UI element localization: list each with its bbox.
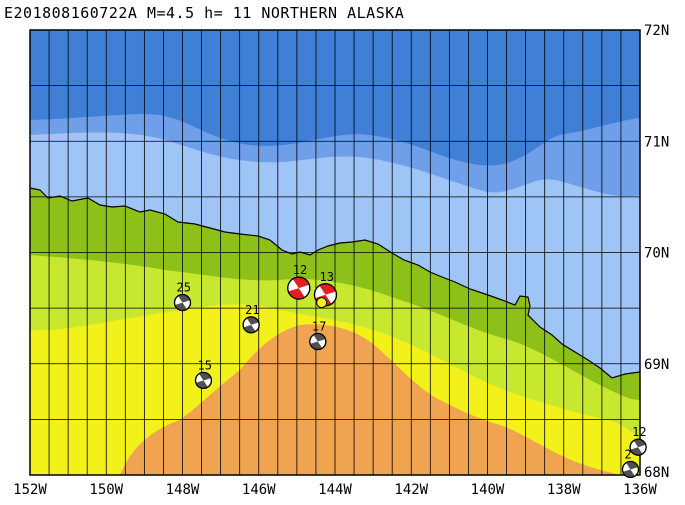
- lon-tick-label: 148W: [166, 482, 200, 498]
- event-label: 2: [624, 447, 631, 461]
- event-label: 13: [319, 270, 333, 284]
- event-label: 12: [293, 263, 307, 277]
- focal-mechanism-marker[interactable]: [630, 439, 646, 455]
- event-label: 12: [632, 425, 646, 439]
- lat-tick-label: 70N: [644, 246, 669, 262]
- lat-tick-label: 71N: [644, 134, 669, 150]
- lon-tick-label: 140W: [471, 482, 505, 498]
- event-label: 15: [197, 358, 211, 372]
- event-label: 21: [245, 303, 259, 317]
- lon-tick-label: 142W: [394, 482, 428, 498]
- map-area: [30, 30, 640, 475]
- lon-tick-label: 150W: [89, 482, 123, 498]
- lat-tick-label: 69N: [644, 357, 669, 373]
- lon-tick-label: 144W: [318, 482, 352, 498]
- lat-tick-label: 72N: [644, 23, 669, 39]
- lon-tick-label: 152W: [13, 482, 47, 498]
- focal-mechanism-marker[interactable]: [622, 461, 638, 477]
- focal-mechanism-marker[interactable]: [175, 295, 191, 311]
- lat-tick-label: 68N: [644, 465, 669, 481]
- event-label: 25: [177, 281, 191, 295]
- lon-tick-label: 138W: [547, 482, 581, 498]
- focal-mechanism-marker[interactable]: [195, 372, 211, 388]
- focal-mechanism-marker[interactable]: [243, 317, 259, 333]
- lon-tick-label: 136W: [623, 482, 657, 498]
- lon-tick-label: 146W: [242, 482, 276, 498]
- focal-mechanism-marker[interactable]: [288, 277, 310, 299]
- epicenter-marker[interactable]: [317, 298, 327, 308]
- focal-mechanism-marker[interactable]: [310, 334, 326, 350]
- event-label: 17: [312, 320, 326, 334]
